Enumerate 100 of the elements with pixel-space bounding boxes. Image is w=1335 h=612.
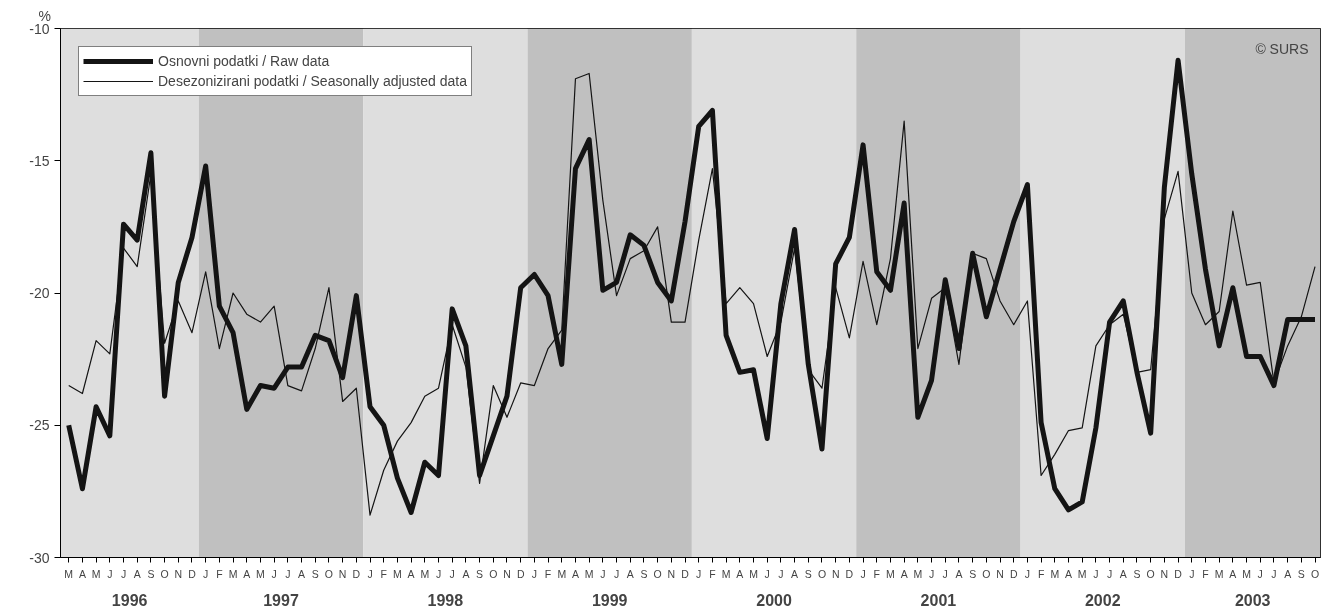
x-tick-label: M (584, 567, 594, 580)
text: 2003 (1234, 591, 1271, 609)
x-tick-label: A (900, 567, 908, 580)
x-tick-label: A (298, 567, 306, 580)
x-tick-label: O (160, 567, 169, 580)
x-tick-label: D (845, 567, 854, 580)
x-tick-label: D (1009, 567, 1018, 580)
annotation: © SURS (1255, 40, 1309, 57)
x-tick-label: M (91, 567, 101, 580)
x-tick-label: A (1284, 567, 1292, 580)
x-tick-label: F (873, 567, 880, 580)
x-tick-label: A (1229, 567, 1237, 580)
legend-label: Osnovni podatki / Raw data (158, 53, 330, 69)
x-tick-label: M (557, 567, 567, 580)
text: 2002 (1084, 591, 1121, 609)
x-tick-label: M (256, 567, 265, 580)
x-tick-label: A (462, 567, 470, 580)
x-tick-label: F (709, 567, 716, 580)
x-tick-label: A (243, 567, 251, 580)
x-tick-label: M (64, 567, 74, 580)
x-tick-label: S (1133, 567, 1141, 580)
x-tick-label: J (435, 567, 442, 580)
x-tick-label: F (1202, 567, 1209, 580)
x-tick-label: O (1310, 567, 1320, 580)
x-tick-label: S (311, 567, 319, 580)
x-tick-label: N (1160, 567, 1169, 580)
x-tick-label: M (1214, 567, 1224, 580)
x-tick-label: J (203, 567, 209, 580)
x-tick-label: J (1093, 567, 1099, 580)
x-tick-label: J (928, 567, 935, 580)
text: 1997 (263, 591, 299, 609)
x-tick-label: J (1189, 567, 1195, 580)
x-tick-label: J (107, 567, 113, 580)
x-tick-label: D (188, 567, 197, 580)
x-tick-label: A (133, 567, 141, 580)
text: 1998 (427, 591, 464, 609)
x-tick-label: O (982, 567, 991, 580)
x-tick-label: J (860, 567, 866, 580)
x-tick-label: D (516, 567, 525, 580)
x-tick-label: M (1050, 567, 1060, 580)
x-tick-label: F (216, 567, 223, 580)
x-tick-label: A (1065, 567, 1073, 580)
x-tick-label: N (503, 567, 511, 580)
x-tick-label: A (736, 567, 744, 580)
x-tick-label: S (1297, 567, 1305, 580)
x-tick-label: J (1106, 567, 1113, 580)
x-tick-label: J (1271, 567, 1277, 580)
x-tick-label: S (476, 567, 484, 580)
x-tick-label: F (1037, 567, 1045, 580)
x-tick-label: J (285, 567, 291, 580)
x-tick-label: N (338, 567, 347, 580)
x-tick-label: A (1119, 567, 1127, 580)
x-tick-label: J (778, 567, 784, 580)
x-tick-label: J (764, 567, 770, 580)
text: 2000 (756, 591, 792, 609)
x-tick-label: M (886, 567, 895, 580)
x-tick-label: M (913, 567, 923, 580)
x-tick-label: M (721, 567, 731, 580)
y-tick-label: -25 (29, 417, 50, 434)
x-tick-label: O (817, 567, 827, 580)
x-tick-label: M (228, 567, 238, 580)
x-tick-label: J (367, 567, 373, 580)
x-tick-label: J (531, 567, 537, 580)
x-tick-label: O (489, 567, 498, 580)
x-tick-label: O (1146, 567, 1155, 580)
x-tick-label: J (1257, 567, 1263, 580)
y-tick-label: -15 (29, 152, 50, 169)
x-tick-label: A (78, 567, 86, 580)
x-tick-label: N (996, 567, 1004, 580)
x-tick-label: M (393, 567, 402, 580)
x-tick-label: N (831, 567, 840, 580)
text: 1996 (111, 591, 148, 609)
x-tick-label: N (667, 567, 676, 580)
y-tick-label: -20 (29, 285, 50, 301)
x-tick-label: J (696, 567, 702, 580)
x-tick-label: A (407, 567, 415, 580)
x-tick-label: S (147, 567, 155, 580)
x-tick-label: A (626, 567, 634, 580)
x-tick-label: M (420, 567, 430, 580)
x-tick-label: O (653, 567, 662, 580)
x-tick-label: J (120, 567, 127, 580)
x-tick-label: D (681, 567, 690, 580)
x-tick-label: A (571, 567, 579, 580)
x-tick-label: N (174, 567, 183, 580)
x-tick-label: J (600, 567, 606, 580)
x-tick-label: F (544, 567, 552, 580)
x-tick-label: S (640, 567, 648, 580)
x-tick-label: F (380, 567, 387, 580)
x-tick-label: A (791, 567, 799, 580)
x-tick-label: J (271, 567, 277, 580)
x-tick-label: S (969, 567, 977, 580)
x-tick-label: A (955, 567, 963, 580)
y-tick-label: -30 (29, 549, 50, 566)
x-tick-label: J (942, 567, 948, 580)
x-tick-label: M (749, 567, 758, 580)
x-tick-label: J (613, 567, 620, 580)
x-tick-label: O (324, 567, 334, 580)
text: 1999 (591, 591, 628, 609)
x-tick-label: D (352, 567, 361, 580)
x-tick-label: D (1174, 567, 1183, 580)
